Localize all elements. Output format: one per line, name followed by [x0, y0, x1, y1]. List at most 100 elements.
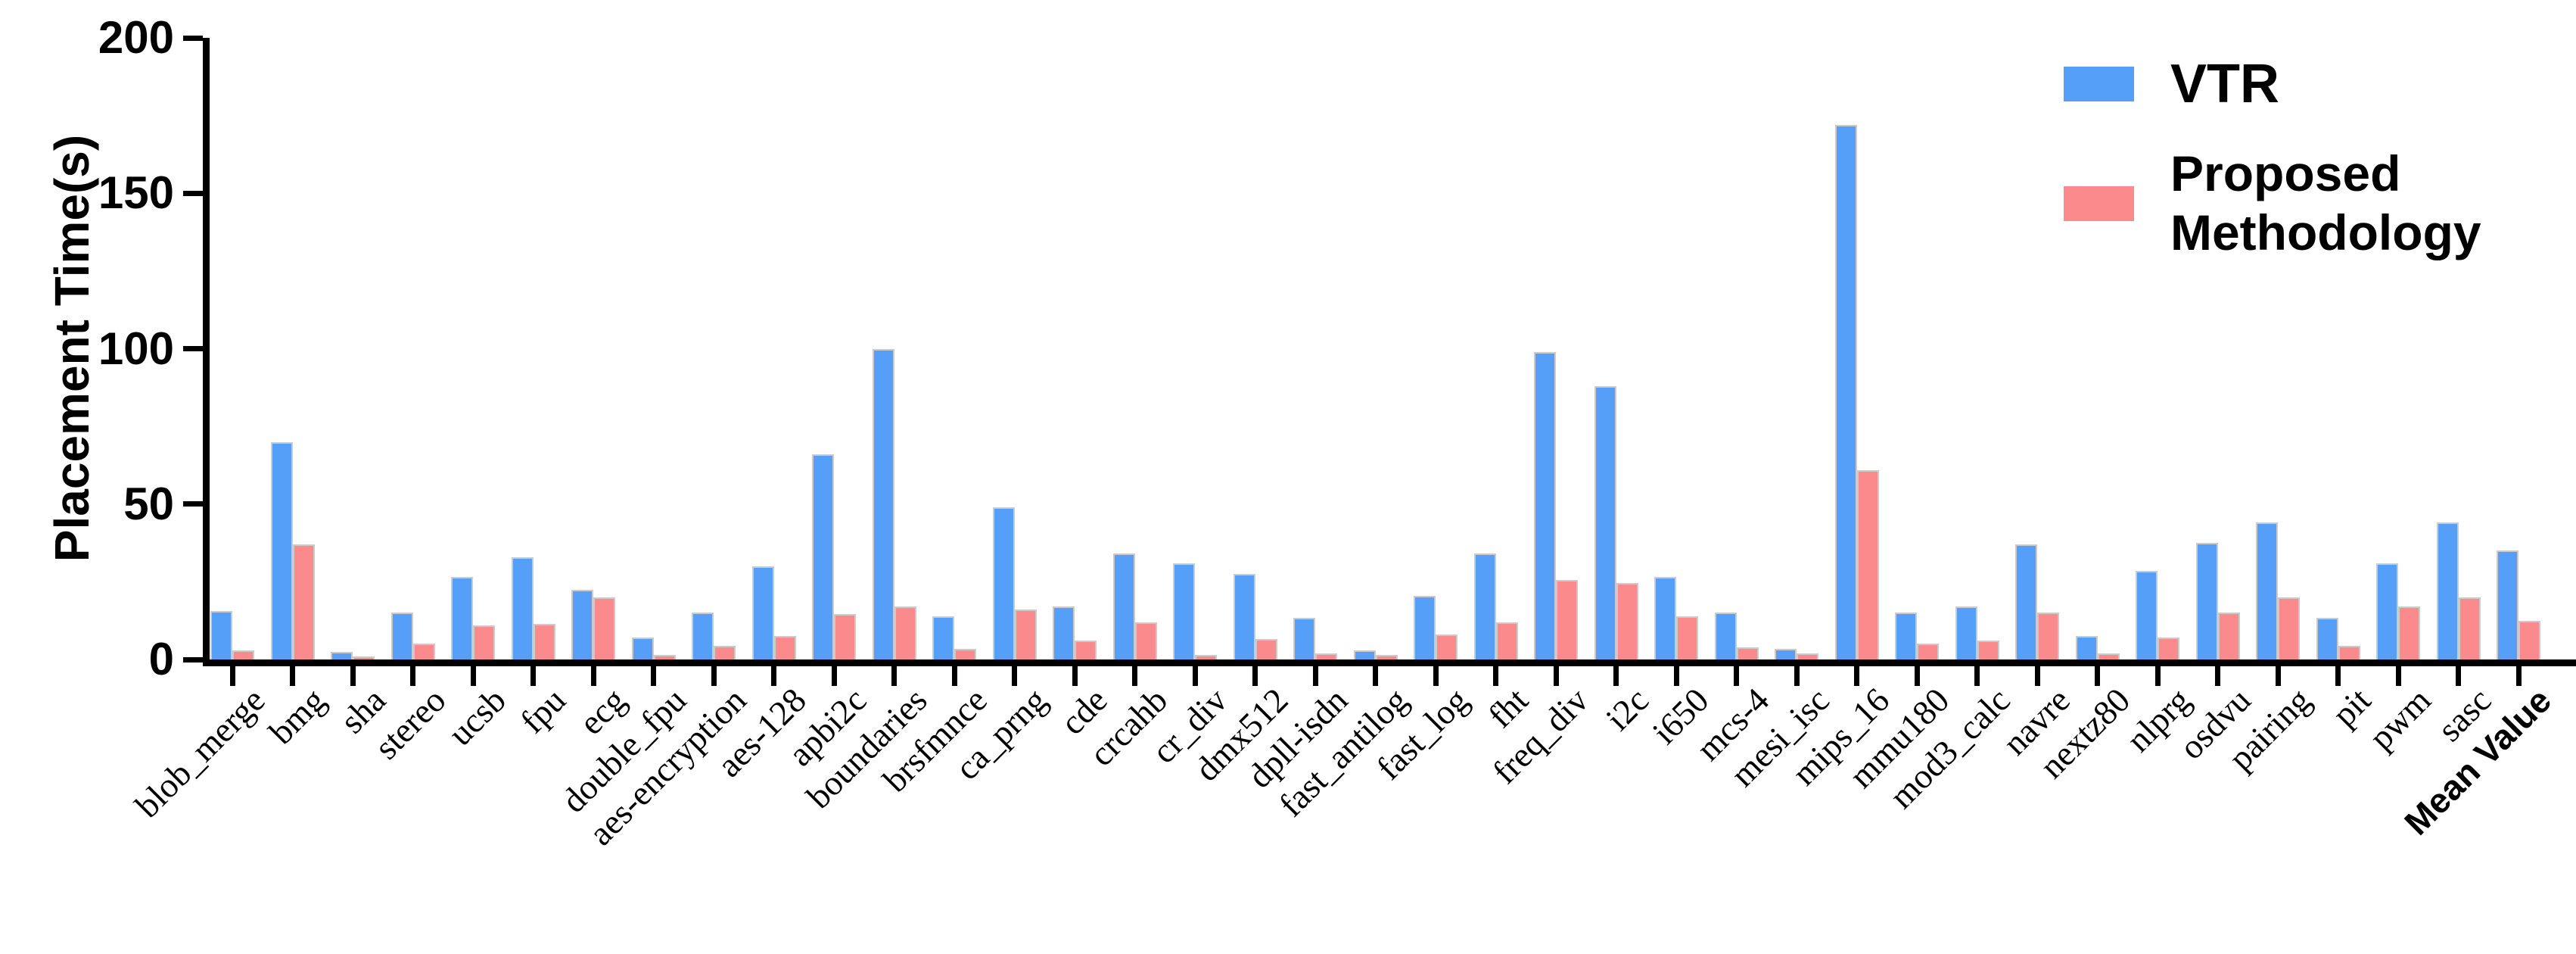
bar-vtr-boundaries	[872, 348, 894, 659]
bar-vtr-fast_antilog	[1353, 650, 1376, 659]
x-tick-label-ucsb: ucsb	[440, 680, 513, 753]
y-tick-label-200: 200	[98, 12, 174, 63]
bar-vtr-Mean Value	[2497, 550, 2518, 659]
x-tick-mark-ucsb	[470, 666, 476, 686]
bar-vtr-nlprg	[2136, 571, 2158, 659]
bar-proposed-mmu180	[1917, 644, 1939, 659]
x-tick-label-bmg: bmg	[261, 680, 333, 752]
bar-vtr-navre	[2015, 544, 2037, 659]
bar-proposed-stereo	[412, 644, 435, 659]
x-tick-mark-Mean Value	[2515, 666, 2522, 686]
bar-vtr-fpu	[511, 556, 534, 659]
bar-vtr-aes-encryption	[692, 613, 714, 659]
bar-vtr-crcahb	[1112, 553, 1135, 659]
bar-proposed-i2c	[1616, 583, 1638, 659]
x-tick-mark-bmg	[290, 666, 295, 686]
bar-vtr-nextz80	[2075, 636, 2098, 659]
bar-vtr-mips_16	[1834, 124, 1857, 659]
x-tick-mark-fht	[1493, 666, 1498, 686]
bar-proposed-ca_prng	[1014, 610, 1037, 659]
bar-proposed-mesi_isc	[1797, 653, 1818, 659]
bar-proposed-osdvu	[2217, 613, 2240, 659]
x-tick-mark-boundaries	[891, 666, 897, 686]
bar-vtr-bmg	[270, 441, 293, 659]
x-tick-mark-cde	[1072, 666, 1078, 686]
plot-area	[210, 38, 2576, 659]
bar-proposed-nlprg	[2158, 638, 2179, 659]
bar-proposed-fast_log	[1436, 634, 1458, 659]
bar-vtr-mcs-4	[1714, 613, 1737, 659]
bar-vtr-osdvu	[2195, 543, 2218, 659]
x-tick-mark-apbi2c	[831, 666, 837, 686]
legend-swatch-proposed	[2064, 186, 2134, 221]
x-tick-mark-osdvu	[2215, 666, 2220, 686]
bar-proposed-pit	[2338, 645, 2360, 659]
x-tick-mark-aes-128	[771, 666, 776, 686]
bar-vtr-brsfmnce	[932, 616, 954, 659]
bar-proposed-freq_div	[1556, 580, 1578, 659]
x-tick-mark-blob_merge	[229, 666, 235, 686]
axes-frame	[203, 38, 2576, 666]
bar-vtr-stereo	[390, 613, 413, 659]
bar-vtr-sha	[331, 651, 353, 659]
legend-swatch-vtr	[2064, 67, 2134, 101]
x-tick-mark-nlprg	[2154, 666, 2161, 686]
x-tick-mark-mmu180	[1914, 666, 1920, 686]
x-tick-mark-double_fpu	[651, 666, 656, 686]
y-tick-mark-50	[183, 501, 203, 507]
bar-proposed-crcahb	[1134, 622, 1157, 659]
x-tick-mark-freq_div	[1553, 666, 1559, 686]
bar-proposed-cr_div	[1195, 654, 1217, 659]
x-tick-mark-mcs-4	[1734, 666, 1739, 686]
x-tick-mark-brsfmnce	[951, 666, 957, 686]
bar-proposed-boundaries	[894, 606, 916, 659]
bar-vtr-apbi2c	[812, 454, 834, 659]
bar-vtr-ca_prng	[992, 507, 1015, 659]
x-tick-mark-dpll-isdn	[1312, 666, 1318, 686]
bar-proposed-pwm	[2398, 606, 2420, 659]
bar-vtr-sasc	[2436, 522, 2459, 659]
bar-vtr-double_fpu	[631, 638, 654, 659]
x-tick-mark-mips_16	[1854, 666, 1859, 686]
bar-vtr-mod3_calc	[1955, 606, 1977, 659]
y-tick-label-0: 0	[148, 634, 174, 684]
legend-label-vtr: VTR	[2170, 54, 2279, 114]
bar-vtr-pit	[2316, 617, 2338, 659]
bar-vtr-ucsb	[451, 577, 473, 659]
x-tick-mark-fast_log	[1433, 666, 1439, 686]
bar-vtr-ecg	[571, 589, 593, 659]
x-tick-mark-aes-encryption	[711, 666, 717, 686]
x-tick-mark-nextz80	[2095, 666, 2100, 686]
x-tick-mark-ecg	[590, 666, 596, 686]
bar-proposed-dmx512	[1255, 639, 1277, 659]
bar-proposed-nextz80	[2097, 653, 2120, 659]
y-tick-label-150: 150	[98, 167, 174, 219]
x-tick-mark-stereo	[410, 666, 415, 686]
x-tick-label-blob_merge: blob_merge	[127, 680, 272, 825]
x-tick-mark-mod3_calc	[1974, 666, 1980, 686]
bar-proposed-aes-128	[773, 636, 796, 659]
y-tick-label-50: 50	[123, 478, 174, 529]
bar-proposed-i650	[1676, 616, 1698, 659]
bar-proposed-Mean Value	[2518, 620, 2540, 659]
bar-vtr-freq_div	[1534, 351, 1556, 659]
bar-proposed-mod3_calc	[1977, 641, 1999, 659]
x-tick-mark-dmx512	[1252, 666, 1258, 686]
bar-vtr-i650	[1654, 577, 1676, 659]
x-tick-label-stereo: stereo	[366, 680, 453, 767]
legend-label-proposed-methodology: Proposed Methodology	[2170, 145, 2481, 260]
y-tick-label-100: 100	[98, 323, 174, 374]
x-tick-mark-mesi_isc	[1794, 666, 1800, 686]
bar-proposed-dpll-isdn	[1315, 653, 1337, 659]
x-tick-mark-i650	[1673, 666, 1679, 686]
x-tick-mark-crcahb	[1132, 666, 1137, 686]
bar-proposed-fpu	[533, 623, 555, 659]
bar-vtr-mesi_isc	[1775, 648, 1797, 659]
x-tick-mark-sha	[350, 666, 356, 686]
y-tick-mark-150	[183, 190, 203, 196]
bar-proposed-apbi2c	[834, 614, 856, 659]
bar-proposed-fht	[1495, 622, 1518, 659]
x-tick-label-i2c: i2c	[1598, 680, 1657, 738]
bar-vtr-cr_div	[1173, 563, 1195, 659]
